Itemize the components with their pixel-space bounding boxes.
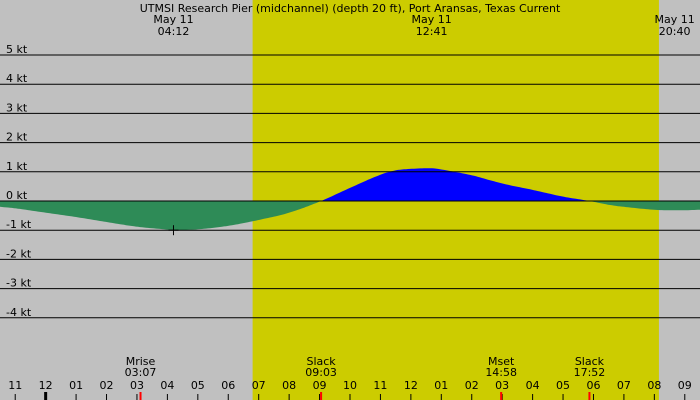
event-tick-mark: [139, 392, 142, 400]
x-tick-label: 06: [586, 379, 600, 392]
ebb-current-area: [0, 201, 322, 231]
event-name-label: Slack: [575, 355, 605, 368]
event-name-label: Slack: [306, 355, 336, 368]
x-tick-label: 09: [313, 379, 327, 392]
midnight-tick-mark: [44, 392, 48, 400]
y-tick-label: -1 kt: [6, 218, 32, 231]
event-time-label: 14:58: [485, 366, 517, 379]
gridlines: [0, 54, 700, 319]
x-tick-label: 09: [678, 379, 692, 392]
x-tick-label: 11: [373, 379, 387, 392]
top-time-label: 20:40: [659, 25, 691, 38]
event-time-label: 17:52: [574, 366, 606, 379]
y-tick-label: 2 kt: [6, 131, 28, 144]
flood-current-area: [322, 168, 590, 201]
event-time-label: 03:07: [125, 366, 157, 379]
y-tick-labels: 5 kt 4 kt 3 kt 2 kt 1 kt 0 kt -1 kt -2 kt -3 kt -…: [6, 43, 32, 319]
max-markers: [168, 225, 179, 236]
y-tick-label: 1 kt: [6, 160, 28, 173]
x-tick-label: 08: [282, 379, 296, 392]
current-area-layer: [0, 168, 700, 231]
top-date-label: May 11: [412, 13, 452, 26]
x-tick-label: 02: [100, 379, 114, 392]
top-time-label: 12:41: [416, 25, 448, 38]
x-tick-label: 05: [191, 379, 205, 392]
x-tick-label: 08: [647, 379, 661, 392]
x-tick-labels: 11 12 01 02 03 04 05 06 07 08 09 10 11 12 01 02 03 04 05 06…: [8, 379, 692, 400]
y-tick-label: 0 kt: [6, 189, 28, 202]
x-tick-label: 03: [130, 379, 144, 392]
x-tick-label: 02: [465, 379, 479, 392]
event-name-label: Mrise: [126, 355, 156, 368]
x-tick-label: 04: [526, 379, 540, 392]
x-tick-label: 05: [556, 379, 570, 392]
event-tick-mark: [320, 392, 323, 400]
ebb-current-area: [590, 201, 700, 211]
top-time-label: 04:12: [158, 25, 190, 38]
x-tick-label: 12: [404, 379, 418, 392]
x-tick-label: 03: [495, 379, 509, 392]
event-name-label: Mset: [488, 355, 515, 368]
y-tick-label: -4 kt: [6, 306, 32, 319]
y-tick-label: 4 kt: [6, 72, 28, 85]
x-tick-label: 01: [69, 379, 83, 392]
y-tick-label: 3 kt: [6, 101, 28, 114]
y-tick-label: -3 kt: [6, 277, 32, 290]
x-tick-label: 04: [160, 379, 174, 392]
x-tick-label: 11: [8, 379, 22, 392]
x-tick-label: 12: [39, 379, 53, 392]
top-date-label: May 11: [153, 13, 193, 26]
y-tick-label: -2 kt: [6, 247, 32, 260]
y-tick-label: 5 kt: [6, 43, 28, 56]
x-tick-label: 06: [221, 379, 235, 392]
x-tick-label: 10: [343, 379, 357, 392]
x-tick-label: 07: [252, 379, 266, 392]
x-tick-label: 01: [434, 379, 448, 392]
event-tick-mark: [588, 392, 591, 400]
chart-title: UTMSI Research Pier (midchannel) (depth …: [140, 2, 561, 15]
event-tick-mark: [500, 392, 503, 400]
top-date-label: May 11: [655, 13, 695, 26]
x-tick-label: 07: [617, 379, 631, 392]
event-time-label: 09:03: [305, 366, 337, 379]
